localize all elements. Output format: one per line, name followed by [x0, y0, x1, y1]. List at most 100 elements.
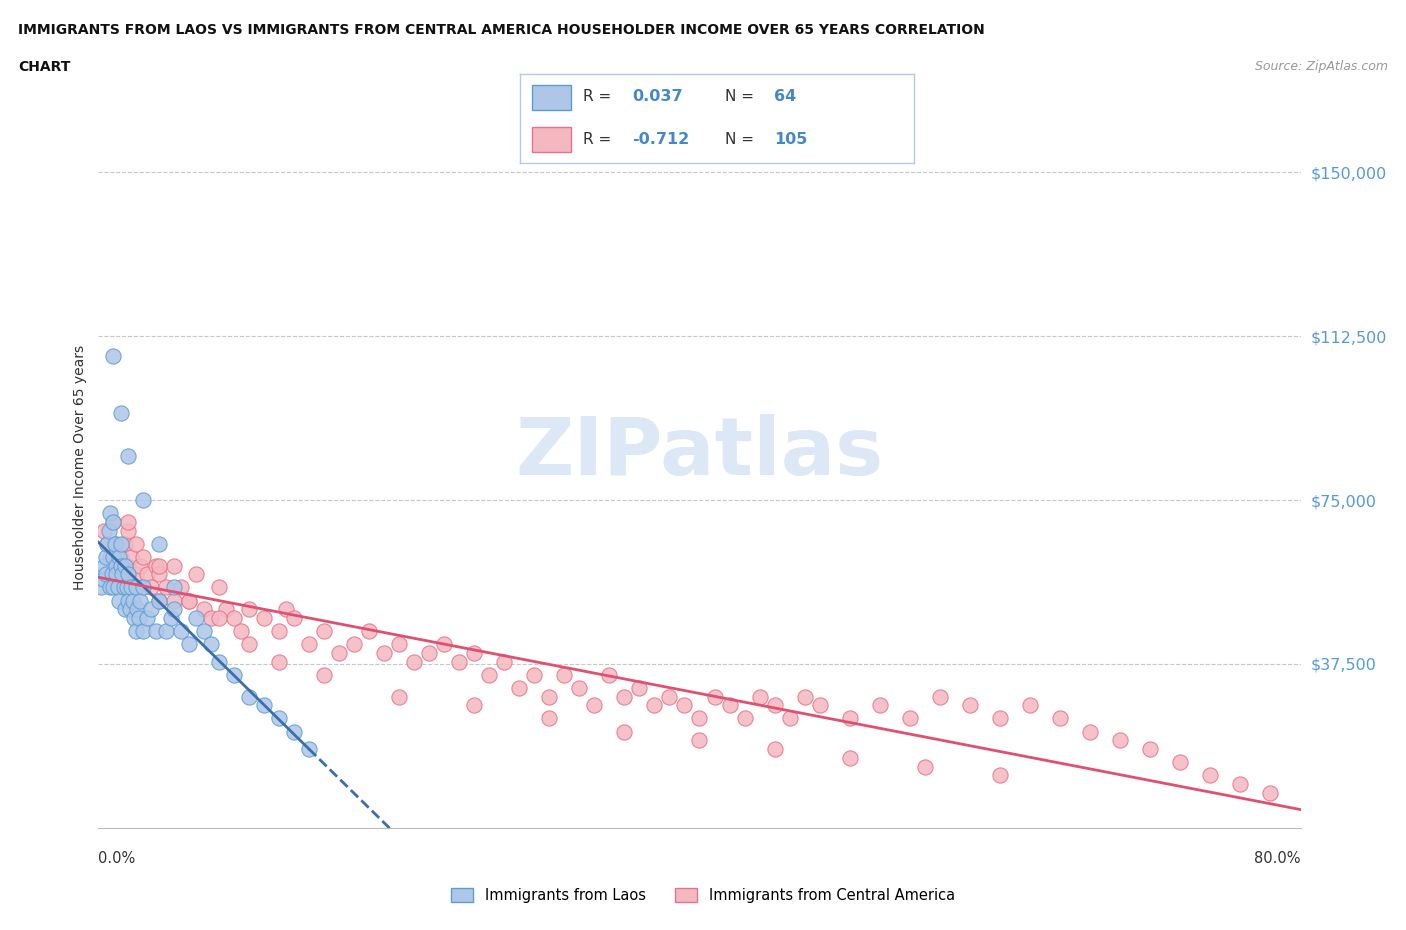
Point	[357, 624, 380, 639]
Point	[215, 602, 238, 617]
Point	[838, 711, 860, 726]
Point	[231, 624, 253, 639]
Point	[100, 580, 122, 595]
Text: N =: N =	[725, 89, 759, 104]
Point	[139, 602, 162, 617]
Point	[538, 711, 561, 726]
Point	[110, 558, 132, 573]
Point	[343, 637, 366, 652]
Point	[177, 593, 200, 608]
Point	[193, 624, 215, 639]
Point	[135, 611, 157, 626]
Point	[122, 593, 145, 608]
Point	[105, 537, 128, 551]
Point	[110, 537, 132, 551]
Point	[184, 567, 207, 582]
Point	[135, 567, 157, 582]
Point	[238, 689, 260, 704]
Point	[523, 668, 546, 683]
Point	[177, 637, 200, 652]
Point	[583, 698, 606, 712]
Point	[222, 668, 245, 683]
Point	[689, 711, 711, 726]
Point	[703, 689, 725, 704]
Point	[117, 514, 139, 529]
Point	[96, 537, 118, 551]
Point	[763, 741, 786, 756]
Point	[117, 593, 139, 608]
Point	[117, 524, 139, 538]
Point	[689, 733, 711, 748]
Point	[121, 550, 143, 565]
Text: -0.712: -0.712	[633, 132, 690, 147]
Bar	[531, 85, 571, 110]
Point	[132, 493, 155, 508]
Point	[643, 698, 665, 712]
Point	[298, 637, 321, 652]
Point	[124, 611, 146, 626]
Point	[100, 506, 122, 521]
Point	[208, 580, 231, 595]
Text: 80.0%: 80.0%	[1254, 851, 1301, 866]
Point	[115, 580, 138, 595]
Point	[108, 550, 131, 565]
Point	[1049, 711, 1071, 726]
Point	[117, 558, 139, 573]
Point	[129, 558, 152, 573]
Point	[148, 537, 170, 551]
Point	[283, 724, 305, 739]
Point	[159, 611, 181, 626]
Point	[145, 624, 167, 639]
Point	[200, 611, 222, 626]
Point	[208, 611, 231, 626]
Point	[276, 602, 298, 617]
Point	[447, 655, 470, 670]
Point	[91, 571, 114, 586]
Point	[222, 611, 245, 626]
Point	[433, 637, 456, 652]
Point	[103, 558, 125, 573]
Point	[267, 655, 290, 670]
Point	[114, 558, 136, 573]
Point	[177, 593, 200, 608]
Point	[162, 580, 184, 595]
Point	[1078, 724, 1101, 739]
Text: Source: ZipAtlas.com: Source: ZipAtlas.com	[1254, 60, 1388, 73]
Point	[93, 524, 115, 538]
Point	[538, 689, 561, 704]
Point	[208, 655, 231, 670]
Point	[478, 668, 501, 683]
Point	[718, 698, 741, 712]
Text: 0.0%: 0.0%	[98, 851, 135, 866]
Point	[929, 689, 952, 704]
Point	[117, 567, 139, 582]
Point	[94, 567, 117, 582]
Point	[388, 689, 411, 704]
Point	[402, 655, 425, 670]
Point	[628, 681, 651, 696]
Point	[494, 655, 516, 670]
Y-axis label: Householder Income Over 65 years: Householder Income Over 65 years	[73, 345, 87, 590]
Point	[553, 668, 575, 683]
Text: 0.037: 0.037	[633, 89, 683, 104]
Point	[148, 567, 170, 582]
Point	[125, 567, 148, 582]
Point	[114, 602, 136, 617]
Text: R =: R =	[583, 89, 616, 104]
Text: IMMIGRANTS FROM LAOS VS IMMIGRANTS FROM CENTRAL AMERICA HOUSEHOLDER INCOME OVER : IMMIGRANTS FROM LAOS VS IMMIGRANTS FROM …	[18, 23, 986, 37]
Point	[125, 580, 148, 595]
Point	[748, 689, 770, 704]
Point	[779, 711, 801, 726]
Point	[103, 580, 125, 595]
Text: ZIPatlas: ZIPatlas	[516, 414, 883, 492]
Point	[155, 624, 177, 639]
Point	[959, 698, 981, 712]
Point	[162, 602, 184, 617]
Point	[97, 524, 120, 538]
Point	[103, 550, 125, 565]
Point	[117, 449, 139, 464]
Point	[132, 550, 155, 565]
Point	[793, 689, 815, 704]
Point	[93, 558, 115, 573]
Point	[734, 711, 756, 726]
